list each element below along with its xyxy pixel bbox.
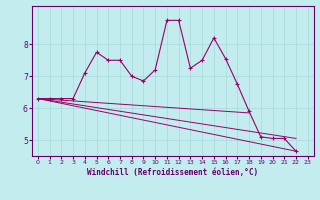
X-axis label: Windchill (Refroidissement éolien,°C): Windchill (Refroidissement éolien,°C)	[87, 168, 258, 177]
